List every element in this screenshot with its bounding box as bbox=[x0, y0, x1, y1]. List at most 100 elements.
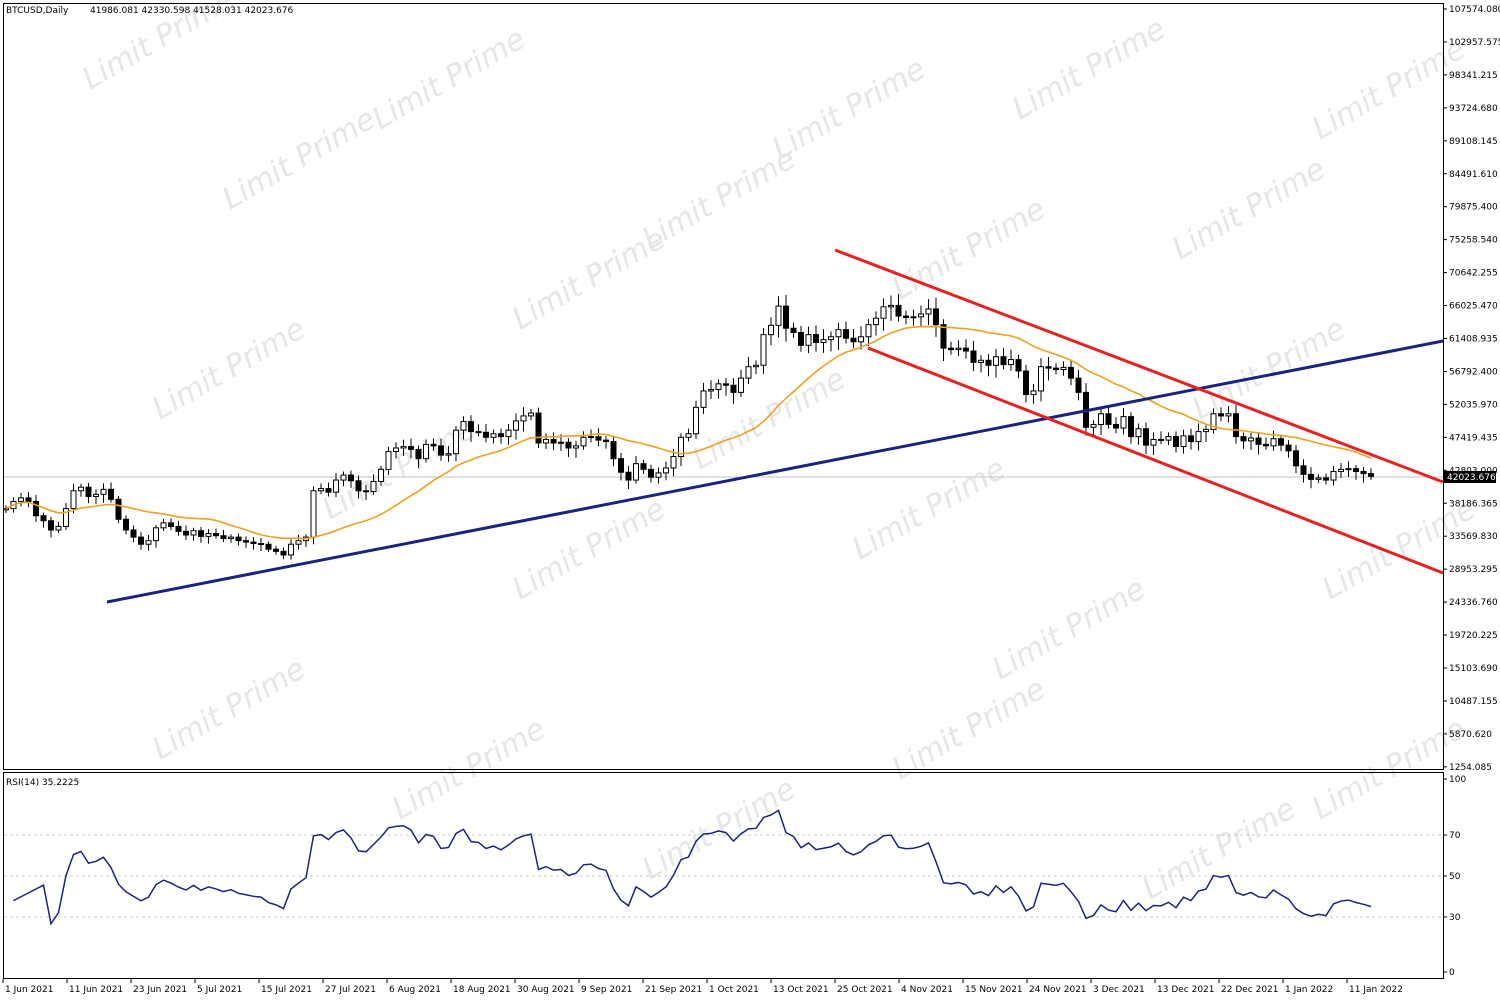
bearish-candle bbox=[213, 533, 219, 537]
time-axis-label: 24 Nov 2021 bbox=[1029, 985, 1087, 995]
price-axis-label: 102957.575 bbox=[1449, 38, 1500, 48]
bearish-candle bbox=[970, 350, 977, 363]
price-axis-label: 79875.400 bbox=[1449, 203, 1498, 213]
bearish-candle bbox=[783, 305, 789, 329]
price-axis-label: 70642.255 bbox=[1449, 269, 1498, 279]
time-axis-label: 11 Jun 2021 bbox=[69, 985, 123, 995]
watermark-text: Limit Prime bbox=[367, 21, 532, 136]
bearish-candle bbox=[498, 433, 504, 438]
bullish-candle bbox=[543, 438, 549, 444]
bullish-candle bbox=[678, 436, 684, 458]
bullish-candle bbox=[1165, 436, 1172, 441]
price-axis-label: 24336.760 bbox=[1449, 598, 1498, 608]
bearish-candle bbox=[948, 347, 954, 351]
price-axis-label: 61408.935 bbox=[1449, 335, 1498, 345]
rsi-axis-label: 30 bbox=[1449, 913, 1461, 923]
bearish-candle bbox=[1233, 413, 1239, 438]
bearish-candle bbox=[1158, 438, 1164, 441]
bearish-candle bbox=[648, 468, 654, 478]
bearish-candle bbox=[798, 331, 804, 346]
bullish-candle bbox=[1030, 390, 1037, 396]
watermark-text: Limit Prime bbox=[147, 651, 312, 766]
bearish-candle bbox=[1218, 413, 1224, 417]
bullish-candle bbox=[1038, 366, 1044, 392]
bearish-candle bbox=[1240, 436, 1247, 442]
bullish-candle bbox=[445, 453, 452, 456]
bullish-candle bbox=[93, 493, 99, 497]
bullish-candle bbox=[520, 415, 527, 422]
price-axis-label: 15103.690 bbox=[1449, 664, 1498, 674]
time-axis-label: 13 Dec 2021 bbox=[1157, 985, 1215, 995]
ascending-trendline[interactable] bbox=[106, 339, 1444, 604]
bullish-candle bbox=[828, 336, 834, 341]
bearish-candle bbox=[1300, 465, 1307, 475]
bearish-candle bbox=[198, 530, 204, 537]
watermark-text: Limit Prime bbox=[987, 571, 1152, 686]
bullish-candle bbox=[753, 364, 759, 368]
bearish-candle bbox=[220, 535, 227, 540]
bullish-candle bbox=[760, 334, 767, 366]
bearish-candle bbox=[355, 480, 362, 492]
price-axis-label: 93724.680 bbox=[1449, 104, 1498, 114]
watermark-text: Limit Prime bbox=[637, 771, 802, 886]
watermark-text: Limit Prime bbox=[147, 311, 312, 426]
bullish-candle bbox=[1225, 413, 1232, 417]
bearish-candle bbox=[175, 525, 182, 532]
time-axis-label: 25 Oct 2021 bbox=[837, 985, 893, 995]
bearish-candle bbox=[625, 471, 632, 481]
time-axis[interactable]: 1 Jun 2021 11 Jun 2021 23 Jun 2021 5 Jul 20… bbox=[2, 979, 1403, 995]
bearish-candle bbox=[408, 446, 414, 450]
watermark-text: Limit Prime bbox=[1307, 31, 1472, 146]
bullish-candle bbox=[910, 316, 917, 319]
price-axis-label: 89108.145 bbox=[1449, 137, 1498, 147]
bullish-candle bbox=[505, 429, 512, 438]
bullish-candle bbox=[738, 377, 744, 393]
bullish-candle bbox=[805, 334, 812, 346]
bullish-candle bbox=[670, 456, 677, 469]
bullish-candle bbox=[663, 467, 669, 474]
rsi-axis-label: 50 bbox=[1449, 872, 1461, 882]
bullish-candle bbox=[1345, 468, 1352, 471]
channel-upper-line[interactable] bbox=[834, 248, 1444, 484]
time-axis-label: 5 Jul 2021 bbox=[197, 985, 242, 995]
watermark-text: Limit Prime bbox=[687, 361, 852, 476]
rsi-label: RSI(14) 35.2225 bbox=[6, 778, 79, 788]
bearish-candle bbox=[1113, 423, 1119, 429]
bullish-candle bbox=[3, 508, 9, 511]
bearish-candle bbox=[1255, 437, 1262, 445]
time-axis-label: 1 Oct 2021 bbox=[709, 985, 759, 995]
rsi-axis-label: 70 bbox=[1449, 831, 1461, 841]
bearish-candle bbox=[48, 520, 54, 531]
bullish-candle bbox=[340, 474, 347, 481]
bearish-candle bbox=[610, 441, 617, 460]
bearish-candle bbox=[730, 384, 737, 393]
time-axis-label: 23 Jun 2021 bbox=[133, 985, 187, 995]
bullish-candle bbox=[955, 347, 962, 351]
bearish-candle bbox=[723, 383, 729, 386]
bullish-candle bbox=[558, 441, 564, 444]
bullish-candle bbox=[865, 324, 872, 338]
bullish-candle bbox=[1315, 477, 1322, 480]
current-price-tag bbox=[1444, 471, 1496, 483]
price-axis[interactable]: 107574.080 102957.575 98341.215 93724.680 89… bbox=[1443, 5, 1500, 773]
bullish-candle bbox=[580, 436, 587, 447]
time-axis-label: 6 Aug 2021 bbox=[389, 985, 441, 995]
bullish-candle bbox=[528, 412, 534, 417]
time-axis-label: 4 Nov 2021 bbox=[901, 985, 953, 995]
bullish-candle bbox=[655, 472, 662, 478]
rsi-axis: 100 70 50 30 0 bbox=[1443, 775, 1466, 978]
bearish-candle bbox=[963, 347, 969, 352]
bearish-candle bbox=[903, 315, 909, 319]
bearish-candle bbox=[468, 421, 474, 433]
channel-lower-line[interactable] bbox=[867, 346, 1444, 575]
bearish-candle bbox=[483, 431, 489, 438]
bullish-candle bbox=[1090, 423, 1097, 428]
bullish-candle bbox=[708, 389, 714, 392]
watermark-text: Limit Prime bbox=[637, 141, 802, 256]
price-axis-label: 33569.830 bbox=[1449, 532, 1498, 542]
bearish-candle bbox=[243, 540, 249, 543]
bullish-candle bbox=[400, 446, 407, 449]
bearish-candle bbox=[258, 543, 264, 546]
bullish-candle bbox=[100, 488, 107, 495]
